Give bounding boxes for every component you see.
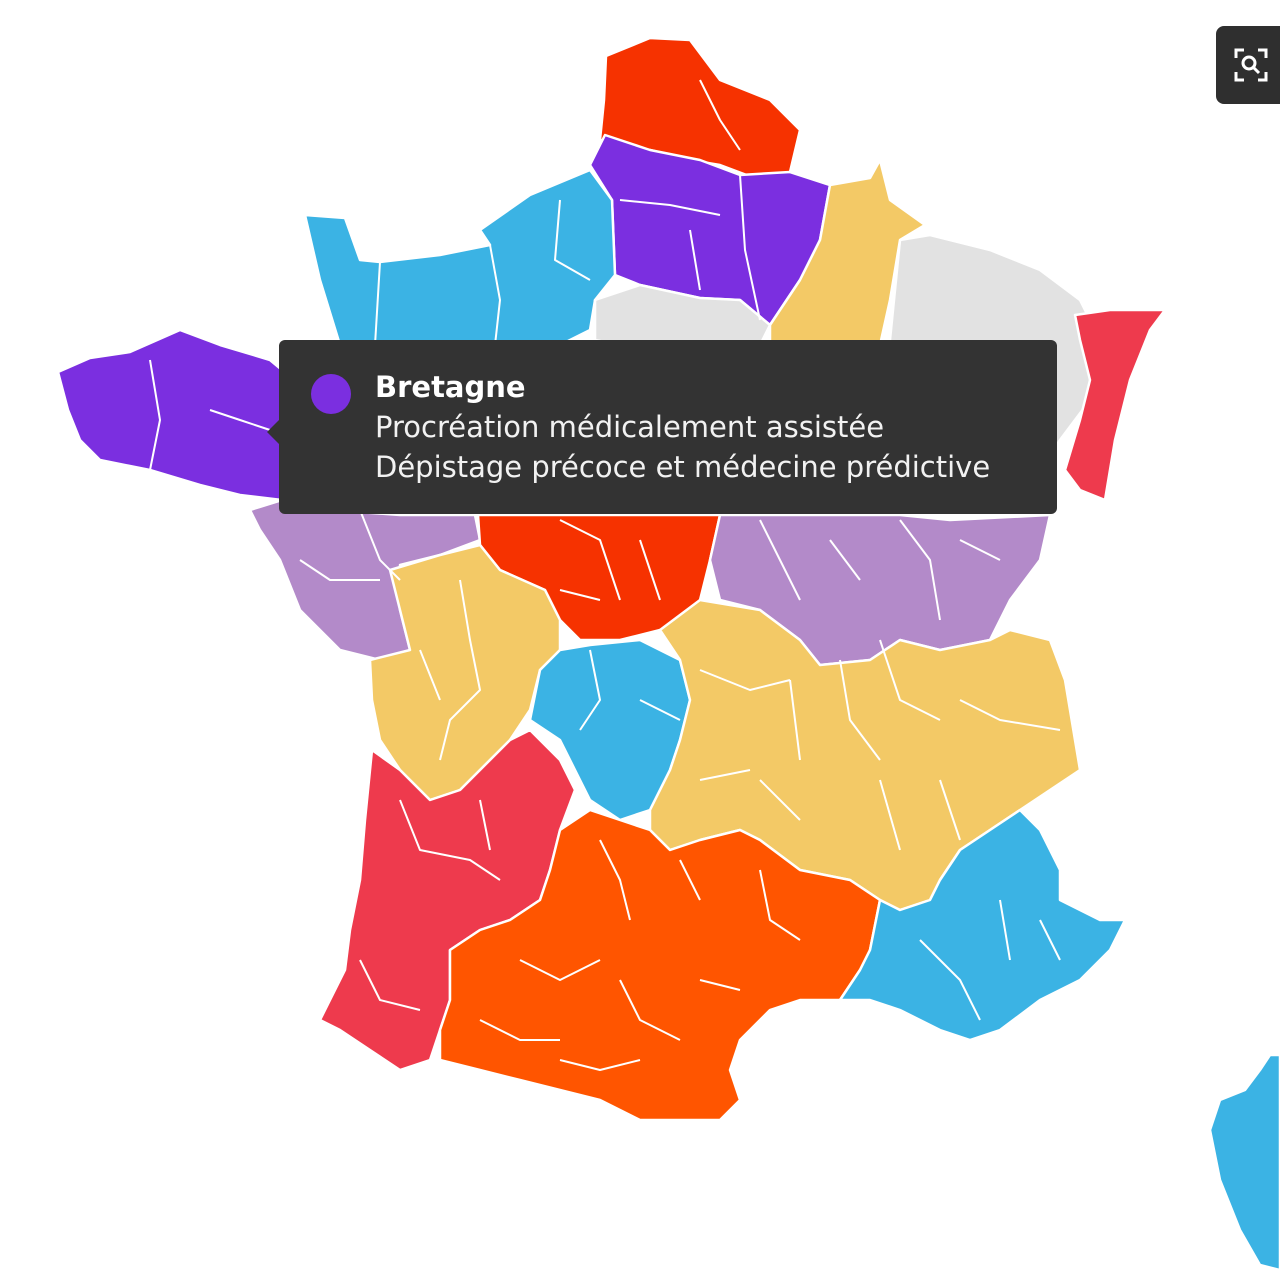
region-bretagne[interactable]: [56, 328, 284, 502]
fullscreen-zoom-icon: [1234, 48, 1268, 82]
tooltip-line-2: Dépistage précoce et médecine prédictive: [375, 450, 991, 484]
region-normandie[interactable]: [303, 168, 617, 352]
tooltip-region-name: Bretagne: [375, 370, 526, 404]
fullscreen-button[interactable]: [1216, 26, 1280, 104]
tooltip-line-1: Procréation médicalement assistée: [375, 410, 885, 444]
region-paca[interactable]: [838, 808, 1127, 1042]
tooltip-arrow: [267, 420, 279, 444]
region-alsace[interactable]: [1063, 308, 1167, 502]
region-champagne[interactable]: [768, 158, 927, 347]
region-corse[interactable]: [1208, 1053, 1280, 1272]
region-tooltip: Bretagne Procréation médicalement assist…: [267, 340, 1057, 514]
region-color-dot: [311, 374, 351, 414]
department-borders: [149, 79, 1061, 1071]
